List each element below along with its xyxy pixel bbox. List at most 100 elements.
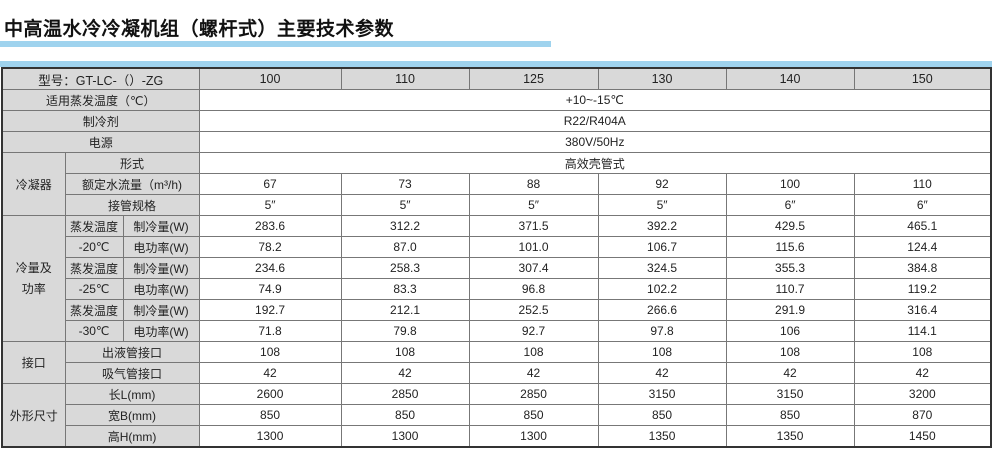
row-label: 制冷量(W) <box>122 215 200 237</box>
row-label: 额定水流量（m³/h) <box>64 173 200 195</box>
value-cell: 119.2 <box>853 278 992 300</box>
page-title: 中高温水冷冷凝机组（螺杆式）主要技术参数 <box>4 18 395 40</box>
value-cell: 266.6 <box>597 299 727 321</box>
value-cell: 5″ <box>198 194 342 216</box>
value-cell: 2850 <box>468 383 599 405</box>
row-label: 形式 <box>64 152 200 174</box>
table-row: 额定水流量（m³/h) 67 73 88 92 100 110 <box>2 173 992 195</box>
value-cell: 371.5 <box>468 215 599 237</box>
evap-temp-value: -30℃ <box>64 320 124 342</box>
value-cell: 124.4 <box>853 236 992 258</box>
value-cell: 108 <box>198 341 342 363</box>
value-cell: 192.7 <box>198 299 342 321</box>
value-cell: 100 <box>725 173 855 195</box>
value-cell: 108 <box>597 341 727 363</box>
value-cell: 850 <box>597 404 727 426</box>
table-row: 接口 出液管接口 108 108 108 108 108 108 <box>1 341 992 384</box>
value-cell: 258.3 <box>340 257 470 279</box>
value-cell: 108 <box>853 341 992 363</box>
value-cell: 3150 <box>725 383 855 405</box>
value-cell: 312.2 <box>340 215 470 237</box>
row-label: 接管规格 <box>64 194 200 216</box>
value-cell: 108 <box>725 341 855 363</box>
value-cell: 2600 <box>198 383 342 405</box>
value-cell: 87.0 <box>340 236 470 258</box>
value-cell: 42 <box>597 362 727 384</box>
row-label: 高H(mm) <box>64 425 200 448</box>
merged-value-cell: R22/R404A <box>198 110 992 132</box>
value-cell: 1350 <box>597 425 727 448</box>
value-cell: 316.4 <box>853 299 992 321</box>
value-cell: 83.3 <box>340 278 470 300</box>
value-cell: 110 <box>853 173 992 195</box>
model-header: 100 <box>198 67 342 90</box>
value-cell: 283.6 <box>198 215 342 237</box>
value-cell: 850 <box>725 404 855 426</box>
value-cell: 108 <box>340 341 470 363</box>
value-cell: 392.2 <box>597 215 727 237</box>
value-cell: 234.6 <box>198 257 342 279</box>
table-row: 高H(mm) 1300 1300 1300 1350 1350 1450 <box>2 425 992 448</box>
value-cell: 850 <box>468 404 599 426</box>
evap-temp-label: 蒸发温度 <box>64 299 124 321</box>
table-row: 外形尺寸 长L(mm) 2600 2850 2850 3150 3150 3200 <box>1 383 992 448</box>
table-row: 蒸发温度 制冷量(W) 234.6 258.3 307.4 324.5 355.3 384.8 <box>2 257 992 279</box>
table-top-band <box>0 61 992 67</box>
header-row: 型号：GT-LC-（）-ZG 100 110 125 130 140 150 <box>1 67 992 90</box>
value-cell: 97.8 <box>597 320 727 342</box>
value-cell: 1300 <box>198 425 342 448</box>
value-cell: 212.1 <box>340 299 470 321</box>
value-cell: 1300 <box>340 425 470 448</box>
value-cell: 6″ <box>725 194 855 216</box>
spec-table: 型号：GT-LC-（）-ZG 100 110 125 130 140 150 适用蒸发温度（℃… <box>1 67 992 448</box>
value-cell: 88 <box>468 173 599 195</box>
value-cell: 850 <box>340 404 470 426</box>
value-cell: 42 <box>853 362 992 384</box>
value-cell: 42 <box>198 362 342 384</box>
group-label-line: 功率 <box>21 281 46 296</box>
evap-temp-value: -25℃ <box>64 278 124 300</box>
value-cell: 78.2 <box>198 236 342 258</box>
row-label: 适用蒸发温度（℃） <box>1 89 200 111</box>
row-label: 制冷量(W) <box>122 257 200 279</box>
row-label: 电源 <box>1 131 200 153</box>
model-header: 150 <box>853 67 992 90</box>
value-cell: 384.8 <box>853 257 992 279</box>
value-cell: 110.7 <box>725 278 855 300</box>
table-row: 冷凝器 形式 高效壳管式 <box>1 152 992 216</box>
model-label: 型号：GT-LC-（）-ZG <box>1 67 200 90</box>
table-row: -30℃ 电功率(W) 71.8 79.8 92.7 97.8 106 114.1 <box>2 320 992 342</box>
row-label: 长L(mm) <box>64 383 200 405</box>
model-header: 130 <box>597 67 727 90</box>
table-row: -20℃ 电功率(W) 78.2 87.0 101.0 106.7 115.6 124.4 <box>2 236 992 258</box>
table-row: 适用蒸发温度（℃） +10~-15℃ <box>1 89 992 111</box>
value-cell: 92 <box>597 173 727 195</box>
merged-value-cell: 380V/50Hz <box>198 131 992 153</box>
row-label: 电功率(W) <box>122 236 200 258</box>
table-row: 蒸发温度 制冷量(W) 192.7 212.1 252.5 266.6 291.9 316.4 <box>2 299 992 321</box>
table-row: 吸气管接口 42 42 42 42 42 42 <box>2 362 992 384</box>
value-cell: 115.6 <box>725 236 855 258</box>
row-label: 电功率(W) <box>122 278 200 300</box>
row-label: 制冷剂 <box>1 110 200 132</box>
value-cell: 42 <box>725 362 855 384</box>
value-cell: 114.1 <box>853 320 992 342</box>
value-cell: 850 <box>198 404 342 426</box>
table-row: -25℃ 电功率(W) 74.9 83.3 96.8 102.2 110.7 119.2 <box>2 278 992 300</box>
value-cell: 429.5 <box>725 215 855 237</box>
value-cell: 106.7 <box>597 236 727 258</box>
value-cell: 5″ <box>468 194 599 216</box>
value-cell: 79.8 <box>340 320 470 342</box>
group-label: 外形尺寸 <box>1 383 66 448</box>
value-cell: 73 <box>340 173 470 195</box>
model-header: 140 <box>725 67 855 90</box>
value-cell: 1300 <box>468 425 599 448</box>
group-label: 冷量及 功率 <box>1 215 66 342</box>
value-cell: 101.0 <box>468 236 599 258</box>
row-label: 制冷量(W) <box>122 299 200 321</box>
value-cell: 252.5 <box>468 299 599 321</box>
value-cell: 42 <box>468 362 599 384</box>
group-label: 接口 <box>1 341 66 384</box>
value-cell: 108 <box>468 341 599 363</box>
row-label: 吸气管接口 <box>64 362 200 384</box>
